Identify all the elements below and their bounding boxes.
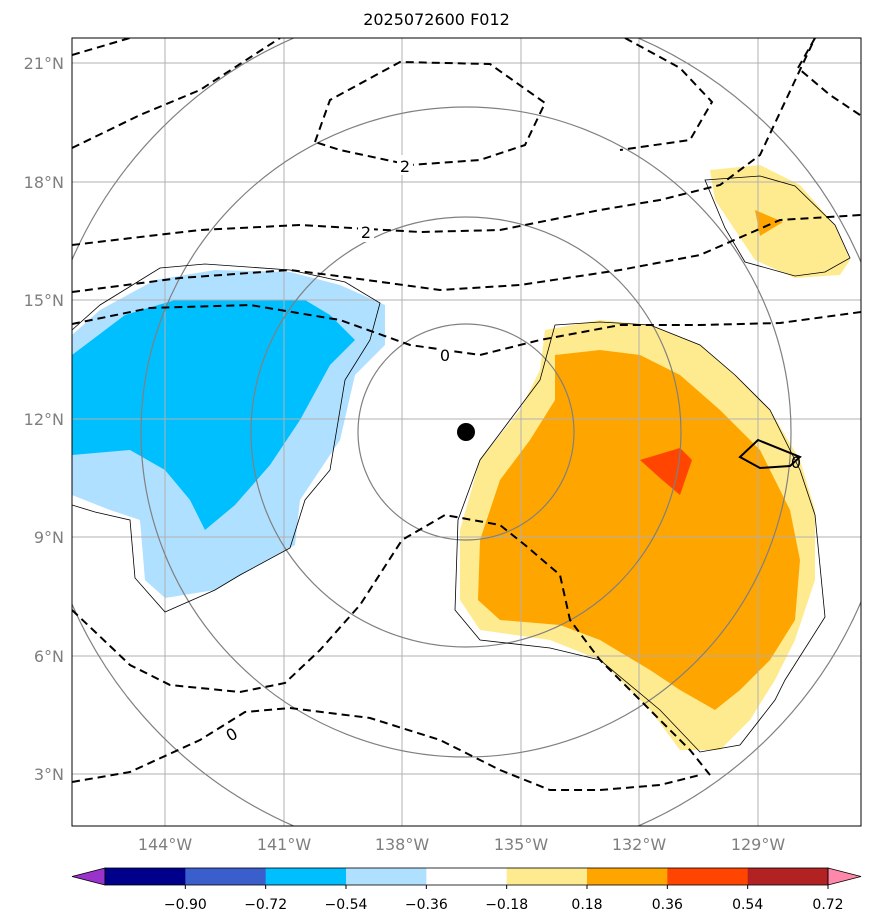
gridlines (72, 38, 861, 826)
map-frame (71, 37, 862, 827)
map-area: 2 2 0 0 0 (72, 38, 861, 826)
colorbar-tick-label: 0.36 (652, 897, 683, 913)
lat-label: 3°N (34, 765, 64, 784)
contour-label: 0 (791, 453, 801, 472)
contour-label: 2 (361, 223, 371, 242)
colorbar-segment (506, 868, 588, 885)
lon-label: 144°W (138, 835, 193, 854)
colorbar-frame (104, 867, 829, 886)
colorbar-tick-label: −0.54 (325, 897, 368, 913)
colorbar-extend-high (827, 867, 862, 886)
contour-label: 0 (223, 724, 241, 746)
colorbar-tick-label: −0.36 (405, 897, 448, 913)
latitude-labels: 21°N 18°N 15°N 12°N 9°N 6°N 3°N (24, 54, 64, 784)
lat-label: 9°N (34, 528, 64, 547)
lat-label: 18°N (24, 173, 64, 192)
storm-center-marker (457, 423, 475, 441)
colorbar-segment (185, 868, 267, 885)
colorbar-tick-label: 0.18 (571, 897, 602, 913)
lon-label: 138°W (375, 835, 430, 854)
solid-contour (738, 438, 802, 470)
lon-label: 135°W (494, 835, 549, 854)
lat-label: 6°N (34, 647, 64, 666)
map-title: 2025072600 F012 (363, 10, 510, 29)
lon-label: 129°W (731, 835, 786, 854)
longitude-labels: 144°W 141°W 138°W 135°W 132°W 129°W (138, 835, 786, 854)
colorbar-segment (747, 868, 829, 885)
colorbar-segment (346, 868, 427, 885)
lat-label: 21°N (24, 54, 64, 73)
colorbar-tick-label: −0.18 (485, 897, 528, 913)
colorbar-tick-label: −0.90 (164, 897, 207, 913)
colorbar-segment (105, 868, 186, 885)
colorbar-tick-label: −0.72 (244, 897, 287, 913)
colorbar-tick-label: 0.54 (732, 897, 763, 913)
lon-label: 132°W (612, 835, 667, 854)
colorbar-segment (426, 868, 508, 885)
dashed-contours (72, 38, 861, 791)
colorbar-tick-label: 0.72 (812, 897, 843, 913)
contour-labels: 2 2 0 0 0 (223, 155, 801, 746)
colorbar-labels: −0.90 −0.72 −0.54 −0.36 −0.18 0.18 0.36 0.54 0.7… (164, 885, 844, 913)
contour-label: 2 (400, 157, 410, 176)
lat-label: 15°N (24, 291, 64, 310)
lon-label: 141°W (257, 835, 312, 854)
range-rings (72, 38, 861, 826)
blue-anomaly-region (72, 270, 385, 598)
colorbar-segment (667, 868, 749, 885)
contour-label: 0 (440, 346, 450, 365)
region-outlines (72, 175, 851, 753)
colorbar-segment (265, 868, 347, 885)
colorbar-extend-low (71, 867, 106, 886)
lat-label: 12°N (24, 410, 64, 429)
colorbar (71, 867, 862, 886)
colorbar-segment (587, 868, 668, 885)
